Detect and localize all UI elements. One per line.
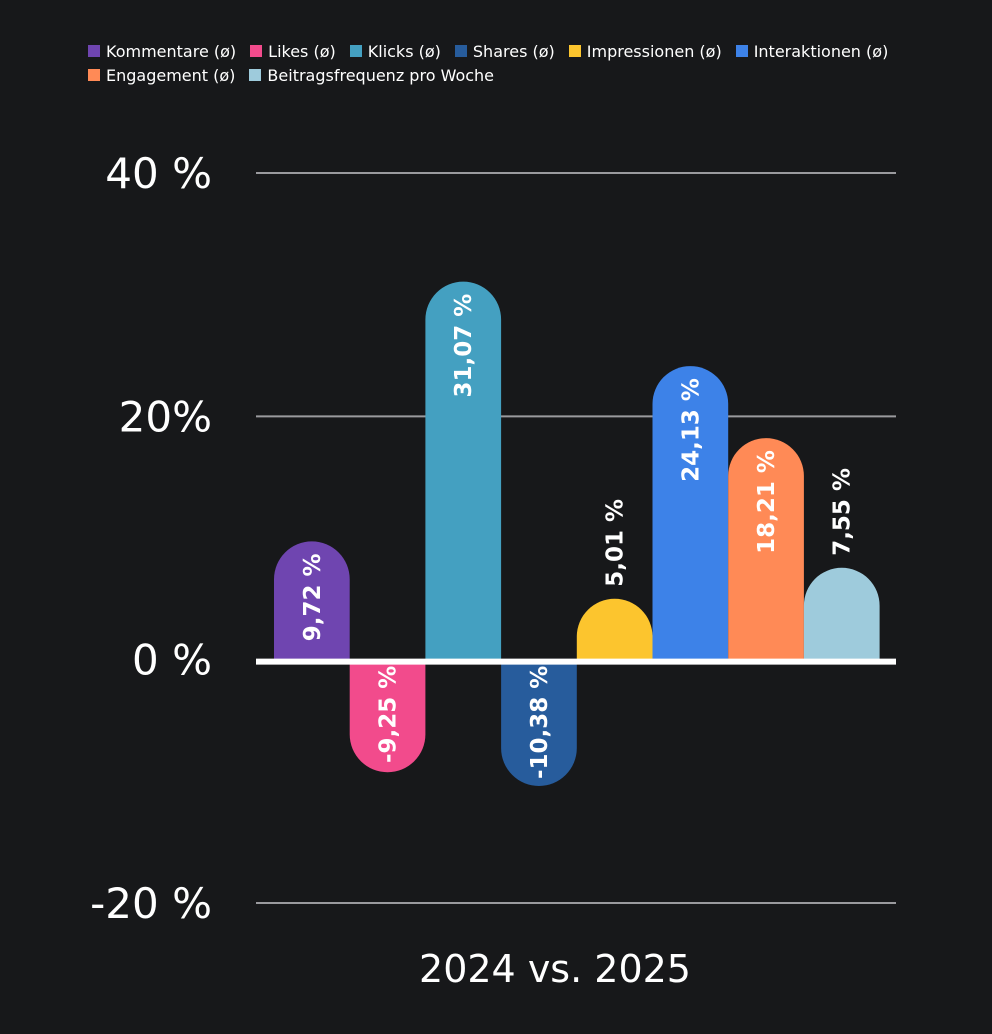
legend-item: Engagement (ø) [88,64,235,86]
legend-item: Kommentare (ø) [88,40,236,62]
legend-swatch [88,69,100,81]
chart-legend: Kommentare (ø) Likes (ø) Klicks (ø) Shares … [88,40,948,86]
legend-swatch [249,69,262,81]
bar [501,659,577,786]
bar-data-label: 9,72 % [300,553,326,641]
bar [349,659,426,773]
y-tick-label: 0 % [132,636,212,685]
legend-swatch [250,45,263,57]
legend-label: Interaktionen (ø) [753,41,889,61]
bar [652,366,729,660]
legend-label: Impressionen (ø) [586,41,722,61]
legend-swatch [349,45,362,57]
legend-item: Impressionen (ø) [568,40,722,62]
legend-label: Klicks (ø) [367,41,441,61]
y-tick-label: 40 % [105,149,212,198]
legend-label: Beitragsfrequenz pro Woche [267,65,495,85]
bar-data-label: 24,13 % [678,378,704,482]
bar-data-label: 5,01 % [603,499,629,587]
bar-data-label: 7,55 % [830,468,856,556]
x-category-label: 2024 vs. 2025 [419,947,691,991]
bar-data-label: 31,07 % [451,294,477,398]
bar-data-label: 18,21 % [754,450,780,554]
bar [728,438,804,660]
legend-label: Shares (ø) [472,41,555,61]
legend-label: Likes (ø) [268,41,336,61]
legend-item: Shares (ø) [454,40,555,62]
legend-swatch [454,45,467,57]
legend-swatch [568,45,581,57]
bar [803,567,880,660]
bar-data-label: -9,25 % [376,666,402,763]
legend-item: Likes (ø) [250,40,336,62]
legend-swatch [88,45,100,57]
bar-data-label: -10,38 % [527,666,553,779]
legend-item: Klicks (ø) [349,40,441,62]
legend-item: Beitragsfrequenz pro Woche [249,64,494,86]
bar [576,598,653,660]
bar [425,281,502,660]
bar [274,541,350,660]
y-tick-label: 20% [119,392,212,441]
legend-label: Engagement (ø) [106,65,236,85]
legend-item: Interaktionen (ø) [735,40,889,62]
y-tick-label: -20 % [90,879,212,928]
legend-label: Kommentare (ø) [106,41,237,61]
legend-swatch [735,45,748,57]
